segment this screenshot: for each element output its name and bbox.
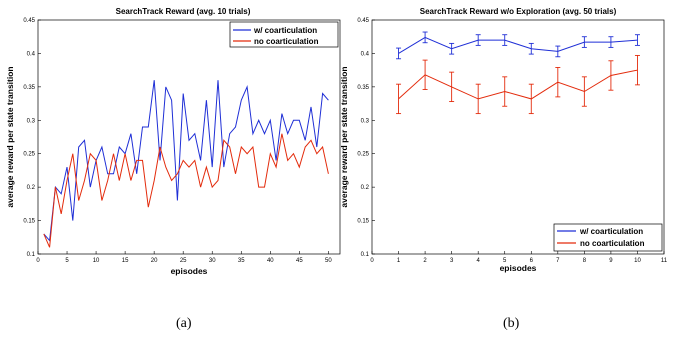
chart-a-xtick-label: 5: [65, 258, 69, 264]
chart-a-xtick-label: 10: [93, 258, 100, 264]
chart-b-errorbar-1: [396, 47, 402, 60]
chart-b-plot-area: [371, 19, 665, 255]
chart-a-ytick-label: 0.2: [27, 185, 36, 191]
chart-b-xtick-label: 10: [634, 258, 641, 264]
chart-b-errorbar-2: [608, 60, 614, 91]
chart-a-xtick-label: 30: [209, 258, 216, 264]
chart-a-xtick-label: 0: [36, 258, 40, 264]
chart-b-errorbar-2: [422, 59, 428, 90]
chart-b-errorbar-1: [502, 34, 508, 46]
chart-b-errorbar-1: [475, 34, 481, 46]
chart-b-errorbar-1: [528, 42, 534, 55]
chart-a-legend-box: [229, 21, 339, 48]
chart-a-ytick-label: 0.4: [27, 51, 36, 57]
chart-b-legend-box: [553, 223, 663, 252]
chart-b-ytick-label: 0.2: [361, 185, 370, 191]
chart-a-xlabel: episodes: [171, 266, 208, 276]
chart-b-errorbar-2: [555, 67, 561, 98]
chart-b-errorbar-2: [475, 83, 481, 115]
chart-a-ticks: 0 5 10 15 20 25 30 35 40 45 50 0.1 0.15 0.2 0.25 0.3 0.3…: [23, 18, 332, 264]
chart-b-ylabel: average reward per state transition: [339, 66, 349, 207]
chart-a-xtick-label: 35: [238, 258, 245, 264]
chart-b-errorbar-2: [502, 76, 508, 107]
chart-b-errorbar-2: [581, 76, 587, 107]
chart-b-ticks: 0 1 2 3 4 5 6 7 8 9 10 11 0.1 0.15 0.2 0.25 0.3 0.35 0.4 0.…: [357, 18, 667, 264]
chart-b-xlabel: episodes: [500, 263, 537, 273]
chart-a-series-line-1: [43, 80, 329, 242]
chart-b-title: SearchTrack Reward w/o Exploration (avg.…: [420, 7, 617, 16]
caption-a: (a): [176, 316, 192, 331]
chart-b-xtick-label: 3: [450, 258, 454, 264]
chart-b: SearchTrack Reward w/o Exploration (avg.…: [339, 7, 668, 273]
chart-b-xtick-label: 1: [397, 258, 401, 264]
chart-a-xtick-label: 45: [296, 258, 303, 264]
caption-b: (b): [503, 316, 520, 331]
chart-b-xtick-label: 2: [423, 258, 427, 264]
chart-b-xtick-label: 11: [661, 258, 668, 264]
chart-a-xtick-label: 15: [122, 258, 129, 264]
chart-b-errorbar-2: [634, 54, 640, 86]
chart-b-errorbar-1: [422, 31, 428, 44]
chart-a: SearchTrack Reward (avg. 10 trials) 0 5 10…: [5, 7, 341, 276]
chart-a-ytick-label: 0.1: [27, 252, 36, 258]
chart-b-errorbar-1: [449, 42, 455, 55]
chart-b-ytick-label: 0.3: [361, 118, 370, 124]
chart-b-ytick-label: 0.4: [361, 51, 370, 57]
chart-b-errorbar-1: [581, 36, 587, 48]
chart-a-ytick-label: 0.25: [23, 152, 35, 158]
chart-b-errorbar-2: [396, 83, 402, 115]
chart-b-errorbar-2: [528, 83, 534, 115]
chart-b-series-line-1: [398, 36, 638, 54]
chart-b-xtick-label: 7: [556, 258, 560, 264]
chart-b-series: [396, 31, 640, 115]
chart-a-ylabel: average reward per state transition: [5, 66, 15, 207]
chart-a-title: SearchTrack Reward (avg. 10 trials): [116, 7, 251, 16]
chart-b-ytick-label: 0.15: [357, 219, 369, 225]
chart-b-legend-label-2: no coarticulation: [580, 239, 645, 248]
chart-b-xtick-label: 5: [503, 258, 507, 264]
chart-b-errorbar-1: [555, 45, 561, 58]
chart-b-errorbar-1: [634, 34, 640, 46]
chart-a-series: [43, 80, 329, 248]
chart-a-ytick-label: 0.15: [23, 219, 35, 225]
chart-a-legend-label-2: no coarticulation: [254, 37, 319, 46]
chart-b-ytick-label: 0.1: [361, 252, 370, 258]
chart-b-xtick-label: 4: [477, 258, 481, 264]
chart-b-errorbar-1: [608, 36, 614, 48]
chart-b-legend: w/ coarticulation no coarticulation: [553, 223, 663, 252]
chart-b-legend-label-1: w/ coarticulation: [579, 227, 643, 236]
chart-b-ytick-label: 0.45: [357, 18, 369, 24]
chart-b-ytick-label: 0.25: [357, 152, 369, 158]
chart-a-xtick-label: 40: [267, 258, 274, 264]
chart-a-ytick-label: 0.45: [23, 18, 35, 24]
chart-b-xtick-label: 9: [609, 258, 613, 264]
chart-a-xtick-label: 20: [151, 258, 158, 264]
chart-b-errorbar-2: [449, 71, 455, 103]
chart-a-legend-label-1: w/ coarticulation: [253, 26, 317, 35]
chart-a-xtick-label: 25: [180, 258, 187, 264]
chart-b-xtick-label: 0: [370, 258, 374, 264]
chart-a-ytick-label: 0.35: [23, 85, 35, 91]
chart-b-series-line-2: [398, 69, 638, 100]
chart-a-ytick-label: 0.3: [27, 118, 36, 124]
chart-b-xtick-label: 8: [583, 258, 587, 264]
chart-b-xtick-label: 6: [530, 258, 534, 264]
chart-a-series-line-2: [43, 133, 329, 248]
chart-b-ytick-label: 0.35: [357, 85, 369, 91]
chart-a-legend: w/ coarticulation no coarticulation: [229, 21, 339, 48]
chart-a-xtick-label: 50: [325, 258, 332, 264]
